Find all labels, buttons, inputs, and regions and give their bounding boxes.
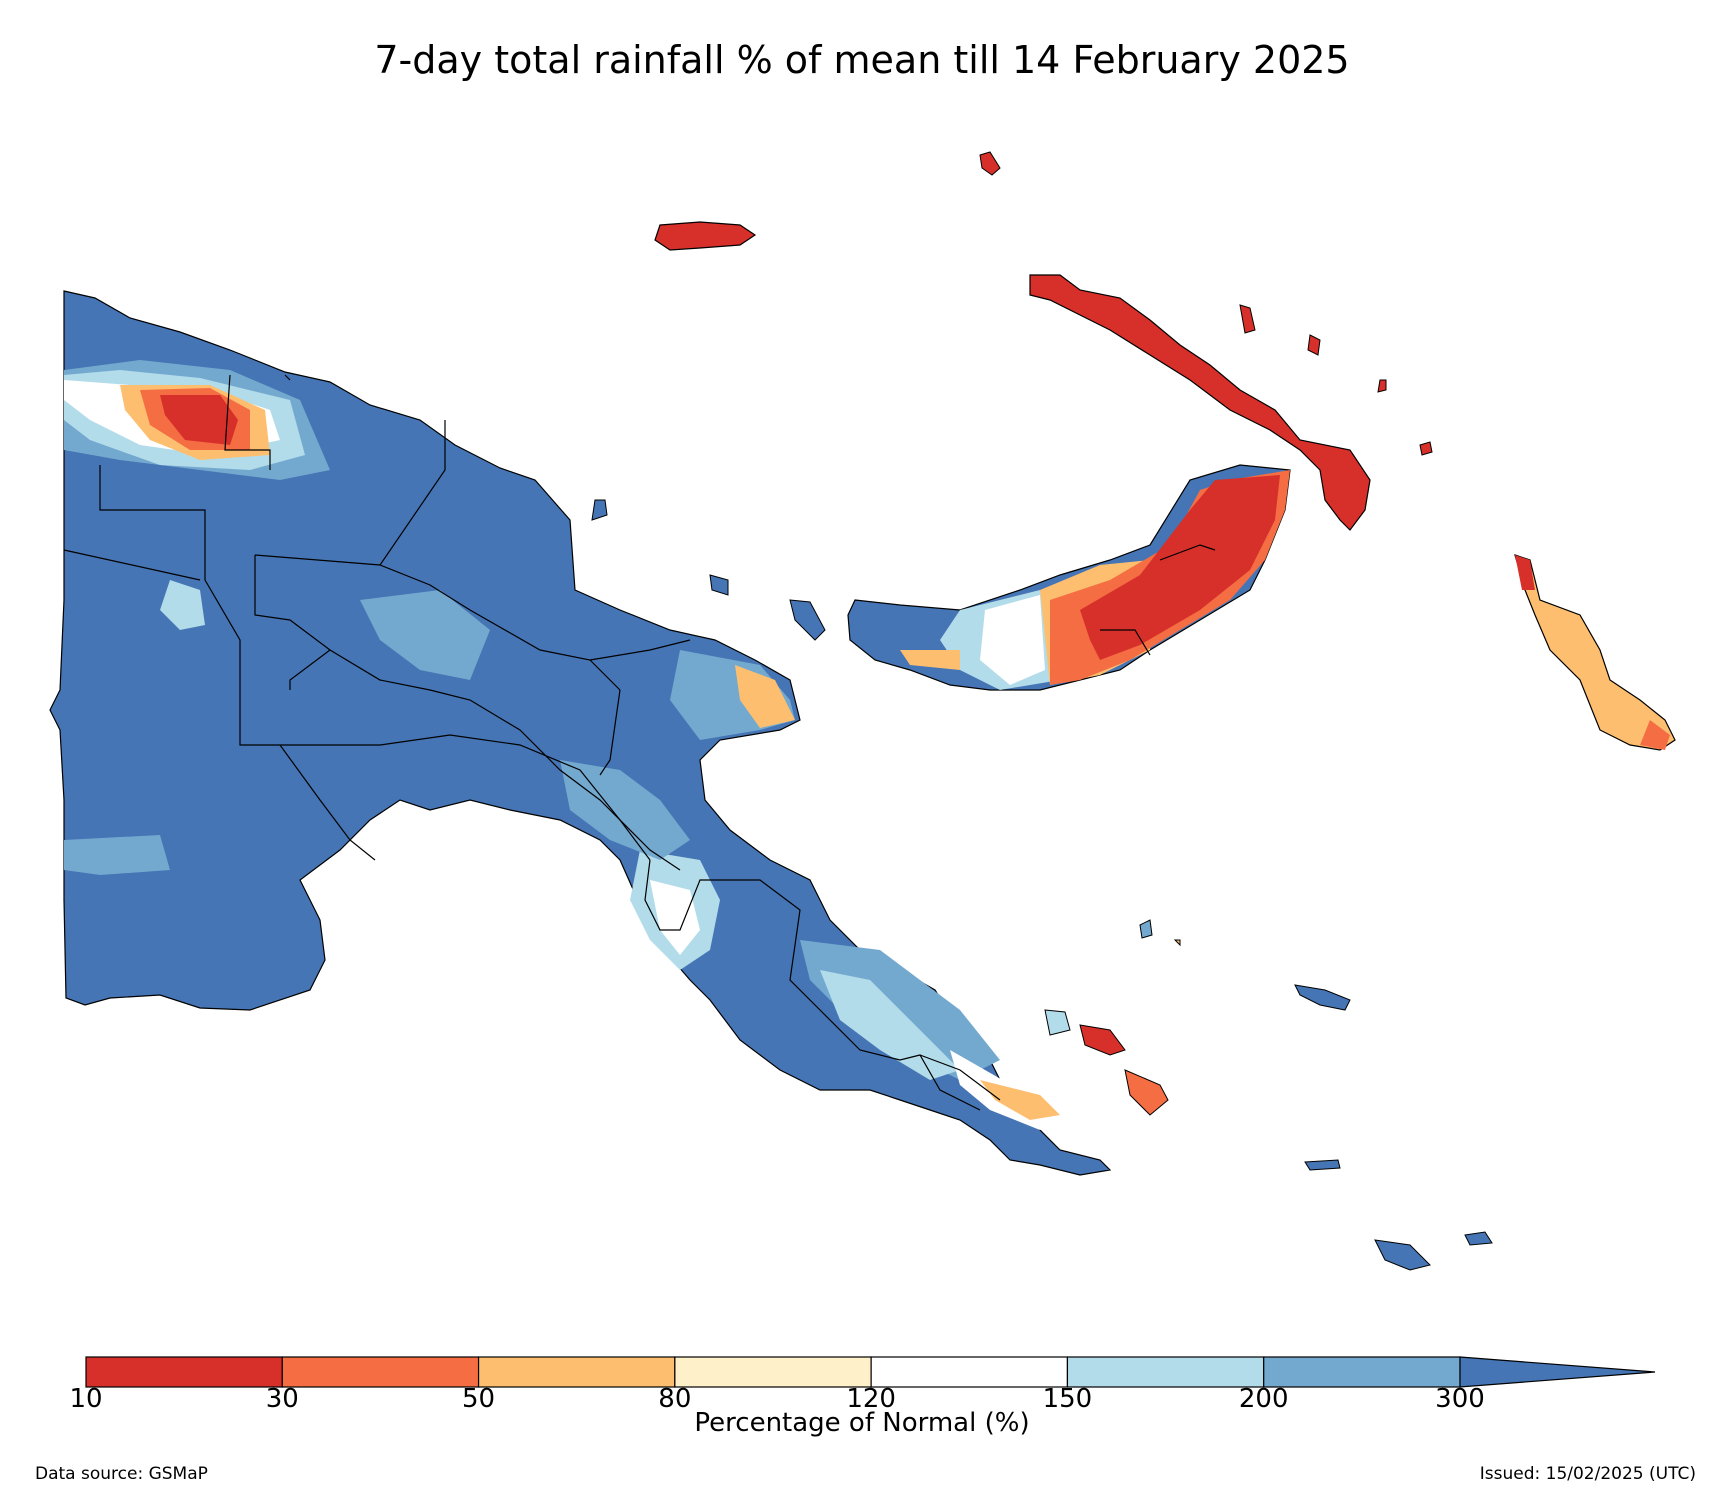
new-ireland <box>1029 274 1371 531</box>
colorbar-tick-label: 300 <box>1435 1384 1485 1414</box>
manus-island <box>654 221 757 251</box>
colorbar-tick-label: 200 <box>1238 1384 1289 1414</box>
colorbar-segment <box>870 1356 1069 1388</box>
colorbar-segment <box>1066 1356 1265 1388</box>
colorbar <box>85 1356 1656 1388</box>
colorbar-tick-label: 30 <box>265 1384 299 1414</box>
colorbar-tick-label: 50 <box>462 1384 496 1414</box>
colorbar-tick-label: 80 <box>658 1384 692 1414</box>
colorbar-segment <box>477 1356 676 1388</box>
colorbar-segment <box>85 1356 283 1388</box>
map-title: 7-day total rainfall % of mean till 14 F… <box>374 38 1350 82</box>
colorbar-tick-label: 150 <box>1042 1384 1093 1414</box>
small-islands <box>591 151 1493 1271</box>
colorbar-tick-label: 120 <box>846 1384 896 1414</box>
province-boundaries <box>63 374 1001 1111</box>
colorbar-tick-label: 10 <box>69 1384 103 1414</box>
colorbar-extend-arrow <box>1459 1356 1656 1388</box>
colorbar-segment <box>1263 1356 1461 1388</box>
colorbar-segment <box>674 1356 872 1388</box>
zone-very-below <box>160 395 238 445</box>
colorbar-label: Percentage of Normal (%) <box>694 1408 1030 1438</box>
bougainville <box>1514 554 1676 751</box>
data-source: Data source: GSMaP <box>35 1464 208 1484</box>
colorbar-segment <box>281 1356 480 1388</box>
issued-date: Issued: 15/02/2025 (UTC) <box>1479 1464 1696 1484</box>
